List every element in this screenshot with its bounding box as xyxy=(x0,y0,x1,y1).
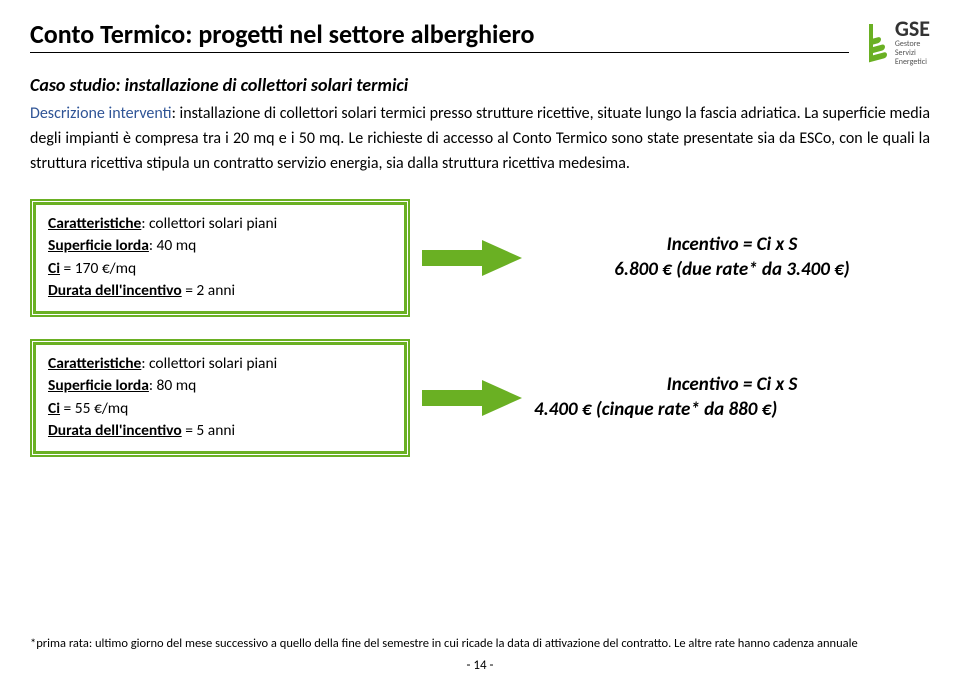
characteristics-box-1: Caratteristiche: collettori solari piani… xyxy=(30,199,410,317)
inc2-line2: 4.400 € (cinque rate* da 880 €) xyxy=(534,398,930,423)
page-number: - 14 - xyxy=(466,658,493,673)
box2-l3-label: Ci xyxy=(48,399,60,418)
page-title: Conto Termico: progetti nel settore albe… xyxy=(30,18,849,53)
logo-sub3: Energetici xyxy=(895,58,930,67)
characteristics-box-2: Caratteristiche: collettori solari piani… xyxy=(30,339,410,457)
box2-l1-label: Caratteristiche xyxy=(48,354,141,373)
box2-l3-rest: = 55 €/mq xyxy=(60,399,128,418)
arrow-icon xyxy=(422,238,522,278)
inc2-line1: Incentivo = Ci x S xyxy=(534,373,930,398)
incentive-result-1: Incentivo = Ci x S 6.800 € (due rate* da… xyxy=(534,233,930,282)
box2-l2-label: Superficie lorda xyxy=(48,376,149,395)
box2-l4-rest: = 5 anni xyxy=(182,421,235,440)
incentive-result-2: Incentivo = Ci x S 4.400 € (cinque rate*… xyxy=(534,373,930,422)
box1-l3-label: Ci xyxy=(48,259,60,278)
box2-l4-label: Durata dell'incentivo xyxy=(48,421,182,440)
inc1-line1: Incentivo = Ci x S xyxy=(534,233,930,258)
box2-l2-rest: : 80 mq xyxy=(149,376,196,395)
box1-l3-rest: = 170 €/mq xyxy=(60,259,136,278)
arrow-icon xyxy=(422,378,522,418)
logo-text-main: GSE xyxy=(895,18,930,40)
footnote: *prima rata: ultimo giorno del mese succ… xyxy=(30,636,930,651)
box1-l2-label: Superficie lorda xyxy=(48,236,149,255)
box1-l1-rest: : collettori solari piani xyxy=(141,214,277,233)
inc1-line2: 6.800 € (due rate* da 3.400 €) xyxy=(534,258,930,283)
box1-l4-label: Durata dell'incentivo xyxy=(48,281,182,300)
box1-l1-label: Caratteristiche xyxy=(48,214,141,233)
box1-l4-rest: = 2 anni xyxy=(182,281,235,300)
box1-l2-rest: : 40 mq xyxy=(149,236,196,255)
case-study-subtitle: Caso studio: installazione di collettori… xyxy=(30,74,930,96)
description-label: Descrizione interventi xyxy=(30,104,172,123)
description-paragraph: Descrizione interventi: installazione di… xyxy=(30,102,930,176)
box2-l1-rest: : collettori solari piani xyxy=(141,354,277,373)
gse-logo: GSE Gestore Servizi Energetici xyxy=(869,18,930,66)
